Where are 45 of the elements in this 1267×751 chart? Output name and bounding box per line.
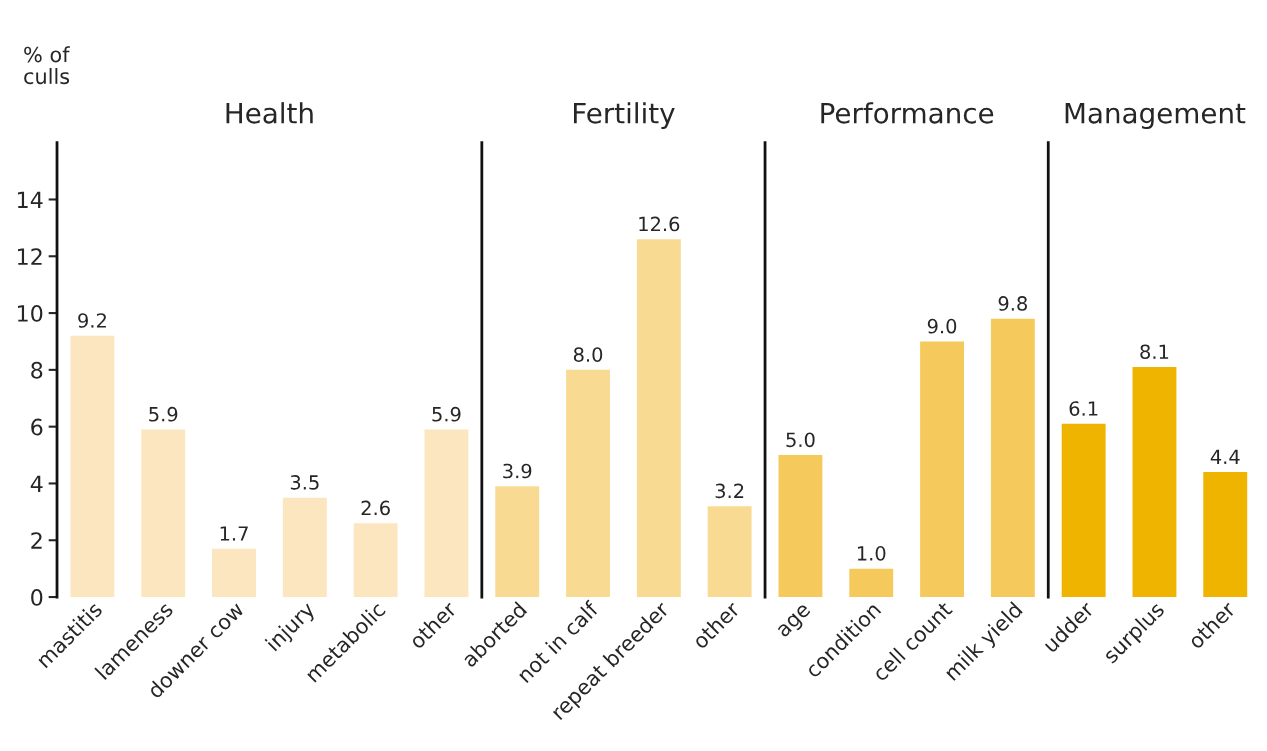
y-tick-label: 12	[17, 248, 42, 265]
bar	[353, 523, 398, 598]
data-label: 3.9	[503, 463, 532, 479]
data-label: 9.2	[78, 313, 106, 328]
data-label: 8.0	[573, 347, 603, 362]
data-label: 4.4	[1210, 449, 1240, 464]
y-tick-label: 4	[30, 475, 43, 492]
bar	[636, 239, 681, 598]
bar	[566, 369, 610, 598]
data-label: 12.6	[639, 216, 680, 232]
bar	[495, 486, 540, 598]
data-label: 6.1	[1069, 401, 1098, 416]
y-tick-label: 0	[31, 588, 43, 606]
y-tick-label: 14	[17, 191, 43, 208]
bar	[282, 497, 327, 598]
data-label: 8.1	[1140, 344, 1169, 360]
data-label: 3.5	[290, 475, 319, 490]
bar	[707, 506, 752, 598]
bar	[920, 341, 964, 598]
data-label: 1.7	[220, 526, 248, 541]
y-tick-label: 8	[31, 361, 43, 379]
data-label: 5.0	[786, 432, 815, 448]
data-label: 9.0	[927, 318, 957, 334]
bar	[424, 429, 469, 598]
data-label: 5.9	[432, 406, 461, 422]
bar	[849, 568, 894, 598]
bar	[990, 318, 1035, 598]
chart-title: Health	[226, 102, 313, 124]
x-tick-label: age	[776, 603, 814, 641]
data-label: 3.2	[715, 483, 744, 499]
bar	[141, 429, 186, 598]
y-tick-label: 10	[17, 305, 43, 322]
chart-title: Performance	[821, 102, 994, 124]
y-tick-label: 2	[31, 532, 42, 549]
bar	[70, 335, 115, 598]
data-label: 1.0	[857, 546, 886, 561]
chart-title: Fertility	[574, 102, 675, 130]
data-label: 9.8	[998, 296, 1027, 311]
y-tick-label: 6	[31, 418, 43, 436]
bar	[778, 455, 823, 598]
bar	[212, 548, 256, 598]
y-axis-title: % of culls	[24, 46, 70, 85]
data-label: 5.9	[149, 406, 178, 422]
chart-title: Management	[1065, 102, 1246, 130]
data-label: 2.6	[361, 500, 390, 516]
